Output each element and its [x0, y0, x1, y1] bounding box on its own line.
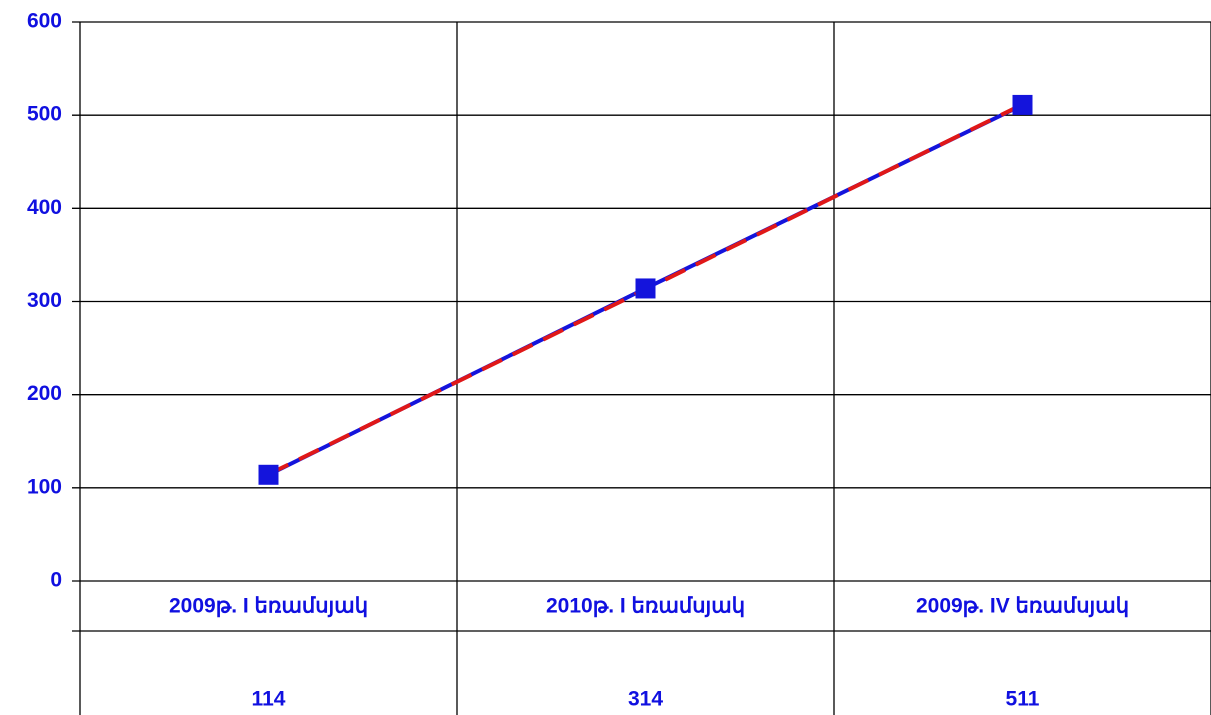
table-value: 114 — [252, 688, 286, 711]
y-tick-label: 600 — [27, 10, 62, 33]
x-tick-label: 2010թ. I եռամսյակ — [546, 595, 745, 618]
y-tick-label: 100 — [27, 475, 62, 498]
y-tick-label: 0 — [50, 569, 62, 592]
y-tick-label: 400 — [27, 196, 62, 219]
y-tick-label: 200 — [27, 382, 62, 405]
marker — [258, 464, 279, 485]
y-tick-label: 300 — [27, 289, 62, 312]
x-tick-label: 2009թ. I եռամսյակ — [169, 595, 368, 618]
marker — [635, 278, 656, 299]
y-tick-label: 500 — [27, 103, 62, 126]
table-value: 314 — [628, 688, 663, 711]
table-value: 511 — [1006, 688, 1040, 711]
x-tick-label: 2009թ. IV եռամսյակ — [916, 595, 1129, 618]
marker — [1012, 94, 1033, 115]
